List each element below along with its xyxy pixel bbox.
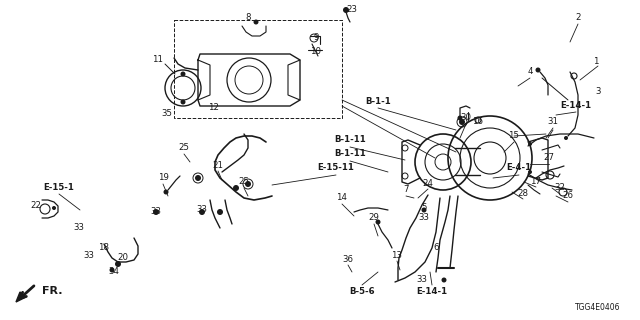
Text: 21: 21 <box>212 161 223 170</box>
Text: 24: 24 <box>422 179 433 188</box>
Text: 9: 9 <box>314 34 319 43</box>
Text: B-1-1: B-1-1 <box>365 98 391 107</box>
Text: 25: 25 <box>179 143 189 153</box>
Text: 1: 1 <box>593 58 599 67</box>
Text: E-15-11: E-15-11 <box>317 164 355 172</box>
Text: 12: 12 <box>209 103 220 113</box>
Text: 16: 16 <box>472 117 483 126</box>
Circle shape <box>109 268 115 273</box>
Circle shape <box>233 185 239 191</box>
Text: 25: 25 <box>239 178 250 187</box>
Text: 8: 8 <box>245 13 251 22</box>
Text: 30: 30 <box>461 114 472 123</box>
Text: 17: 17 <box>531 177 541 186</box>
Text: 4: 4 <box>527 68 532 76</box>
Circle shape <box>343 7 349 13</box>
Circle shape <box>115 261 121 267</box>
Text: E-14-1: E-14-1 <box>561 100 591 109</box>
Bar <box>174 20 342 118</box>
Text: 5: 5 <box>421 203 427 212</box>
Circle shape <box>153 209 159 215</box>
Text: 33: 33 <box>74 223 84 233</box>
Text: 23: 23 <box>346 4 358 13</box>
Circle shape <box>536 68 541 73</box>
Text: 33: 33 <box>417 276 428 284</box>
Text: E-14-1: E-14-1 <box>417 286 447 295</box>
Text: 14: 14 <box>337 194 348 203</box>
Circle shape <box>459 119 465 125</box>
Circle shape <box>458 116 463 121</box>
Text: 31: 31 <box>547 117 559 126</box>
Circle shape <box>422 207 426 212</box>
Circle shape <box>199 209 205 215</box>
Circle shape <box>376 220 381 225</box>
Text: 26: 26 <box>563 191 573 201</box>
Text: B-5-6: B-5-6 <box>349 286 375 295</box>
Polygon shape <box>16 292 26 302</box>
Circle shape <box>564 136 568 140</box>
Text: 6: 6 <box>433 243 439 252</box>
Text: 13: 13 <box>392 251 403 260</box>
Text: 3: 3 <box>595 87 601 97</box>
Circle shape <box>52 206 56 210</box>
Text: FR.: FR. <box>42 286 63 296</box>
Text: 27: 27 <box>543 154 554 163</box>
Circle shape <box>528 142 532 146</box>
Circle shape <box>195 175 201 181</box>
Text: E-4-1: E-4-1 <box>506 164 532 172</box>
Circle shape <box>180 100 186 105</box>
Circle shape <box>163 189 168 195</box>
Text: 11: 11 <box>152 55 163 65</box>
Circle shape <box>442 277 447 283</box>
Text: 33: 33 <box>196 205 207 214</box>
Text: 33: 33 <box>419 213 429 222</box>
Text: E-15-1: E-15-1 <box>44 183 74 193</box>
Text: 34: 34 <box>109 268 120 276</box>
Text: B-1-11: B-1-11 <box>334 149 366 158</box>
Circle shape <box>217 209 223 215</box>
Text: 19: 19 <box>157 173 168 182</box>
Text: 29: 29 <box>369 213 380 222</box>
Text: 35: 35 <box>161 108 173 117</box>
Circle shape <box>253 20 259 25</box>
Text: TGG4E0406: TGG4E0406 <box>575 303 620 313</box>
Text: 7: 7 <box>403 186 409 195</box>
Text: B-1-11: B-1-11 <box>334 135 366 145</box>
Circle shape <box>180 71 186 76</box>
Text: 18: 18 <box>99 243 109 252</box>
Text: 33: 33 <box>83 252 95 260</box>
Text: 22: 22 <box>31 201 42 210</box>
Circle shape <box>528 170 532 174</box>
Text: 2: 2 <box>575 13 580 22</box>
Text: 10: 10 <box>310 47 321 57</box>
Text: 33: 33 <box>150 207 161 217</box>
Circle shape <box>245 181 251 187</box>
Text: 20: 20 <box>118 252 129 261</box>
Text: 15: 15 <box>509 132 520 140</box>
Text: 32: 32 <box>554 183 566 193</box>
Text: 36: 36 <box>342 254 353 263</box>
Text: 28: 28 <box>518 188 529 197</box>
